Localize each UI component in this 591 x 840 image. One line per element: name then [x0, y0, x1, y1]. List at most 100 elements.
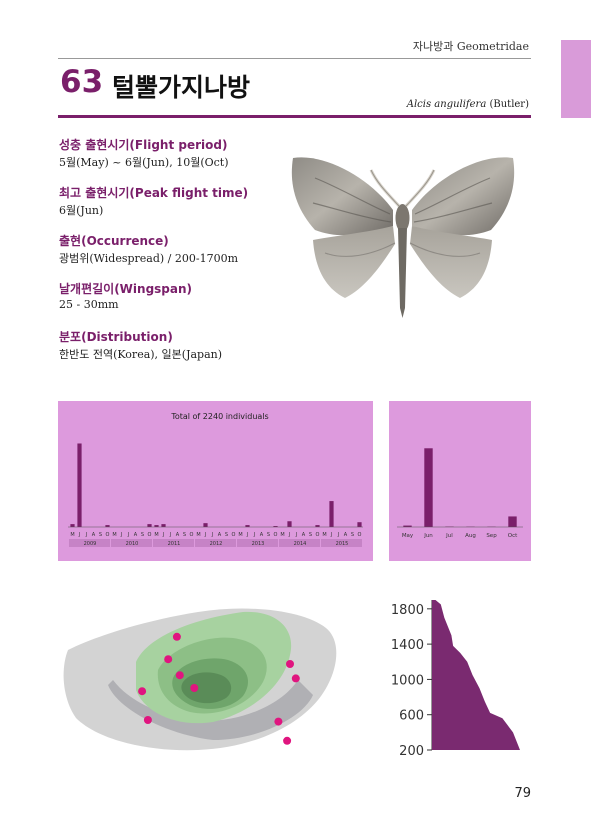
year-bar-2009-5: [105, 525, 110, 527]
month-tick-label: M: [322, 532, 326, 538]
year-bar-2012-1: [203, 523, 208, 527]
month-tick-label: J: [85, 532, 87, 538]
section-tab: [561, 40, 591, 118]
year-bar-2009-1: [77, 443, 82, 527]
year-bar-2014-5: [315, 525, 320, 527]
altitude-distribution-chart: 1800 1400 1000 600 200: [391, 600, 520, 759]
wingspan-label: 날개편길이(Wingspan): [59, 282, 193, 296]
record-point: [138, 687, 147, 696]
record-point: [291, 674, 300, 683]
year-tick-label: 2013: [252, 541, 265, 547]
distribution-label: 분포(Distribution): [59, 330, 173, 344]
header-rule: [58, 58, 531, 59]
species-number: 63: [60, 64, 104, 100]
month-tick-label: A: [92, 532, 96, 538]
month-tick-label: A: [260, 532, 264, 538]
month-category-label: Oct: [508, 533, 518, 539]
month-tick-label: S: [351, 532, 354, 538]
month-tick-label: J: [211, 532, 213, 538]
year-band: [321, 539, 362, 547]
month-category-label: Jun: [423, 533, 433, 539]
wingspan-value: 25 - 30mm: [59, 298, 119, 311]
year-bar-2015-1: [329, 501, 334, 527]
year-band: [153, 539, 194, 547]
year-bar-2011-1: [161, 524, 166, 527]
year-tick-label: 2012: [210, 541, 223, 547]
peak-time-label: 최고 출현시기(Peak flight time): [59, 186, 249, 200]
moth-photo: [291, 157, 515, 318]
altitude-tick-label: 1800: [391, 603, 424, 618]
month-category-label: Aug: [465, 533, 476, 539]
month-tick-label: J: [246, 532, 248, 538]
month-category-label: Jul: [445, 533, 453, 539]
peak-time-value: 6월(Jun): [59, 204, 104, 217]
month-tick-label: O: [232, 532, 236, 538]
month-tick-label: M: [70, 532, 74, 538]
month-tick-label: S: [309, 532, 312, 538]
month-tick-label: O: [274, 532, 278, 538]
occurrence-value: 광범위(Widespread) / 200-1700m: [59, 252, 239, 265]
year-tick-label: 2015: [336, 541, 349, 547]
month-tick-label: J: [78, 532, 80, 538]
year-band: [195, 539, 236, 547]
year-bar-2011-0: [154, 525, 159, 527]
month-tick-label: A: [176, 532, 180, 538]
altitude-area: [432, 600, 520, 750]
coastal-zone: [108, 680, 313, 740]
month-tick-label: M: [238, 532, 242, 538]
scientific-name: Alcis angulifera (Butler): [407, 99, 529, 110]
altitude-tick-label: 1000: [391, 673, 424, 688]
year-band: [69, 539, 110, 547]
altitude-tick-label: 1400: [391, 638, 424, 653]
month-tick-label: O: [106, 532, 110, 538]
record-point: [164, 655, 173, 664]
year-bar-2013-5: [273, 526, 278, 527]
year-bar-2015-5: [357, 522, 362, 527]
family-name: 자나방과 Geometridae: [412, 40, 529, 53]
month-tick-label: S: [99, 532, 102, 538]
month-tick-label: J: [127, 532, 129, 538]
month-tick-label: A: [134, 532, 138, 538]
month-tick-label: O: [316, 532, 320, 538]
distribution-value: 한반도 전역(Korea), 일본(Japan): [59, 348, 223, 361]
year-tick-label: 2011: [168, 541, 181, 547]
scientific-binomial: Alcis angulifera: [406, 99, 487, 110]
yearly-phenology-panel: Total of 2240 individuals M J J A S O 2009 M J J A…: [58, 401, 373, 561]
scientific-author: (Butler): [489, 99, 529, 110]
month-tick-label: J: [337, 532, 339, 538]
month-tick-label: J: [120, 532, 122, 538]
month-tick-label: J: [330, 532, 332, 538]
month-tick-label: M: [280, 532, 284, 538]
month-tick-label: J: [288, 532, 290, 538]
month-tick-label: J: [204, 532, 206, 538]
chart-title: Total of 2240 individuals: [170, 412, 268, 421]
month-tick-label: A: [302, 532, 306, 538]
month-tick-label: S: [225, 532, 228, 538]
year-tick-label: 2010: [126, 541, 139, 547]
altitude-tick-label: 600: [399, 709, 424, 724]
page-number: 79: [514, 786, 531, 801]
altitude-tick-label: 200: [399, 744, 424, 759]
month-category-label: Sep: [486, 533, 497, 539]
month-tick-label: J: [162, 532, 164, 538]
flight-period-value: 5월(May) ~ 6월(Jun), 10월(Oct): [59, 156, 229, 169]
record-point: [175, 671, 184, 680]
year-bar-2013-1: [245, 525, 250, 527]
year-tick-label: 2014: [294, 541, 307, 547]
month-tick-label: A: [344, 532, 348, 538]
year-bar-2010-5: [147, 524, 152, 527]
flight-period-label: 성충 출현시기(Flight period): [59, 138, 228, 152]
species-korean-name: 털뿔가지나방: [112, 73, 251, 102]
record-point: [274, 717, 283, 726]
year-bar-2009-0: [70, 524, 75, 527]
year-band: [237, 539, 278, 547]
record-point: [190, 684, 199, 692]
year-band: [111, 539, 152, 547]
distribution-map: [63, 608, 337, 751]
year-band: [279, 539, 320, 547]
record-point: [143, 716, 152, 724]
year-bar-2014-1: [287, 521, 292, 527]
month-bar-oct: [508, 516, 517, 527]
year-tick-label: 2009: [84, 541, 97, 547]
